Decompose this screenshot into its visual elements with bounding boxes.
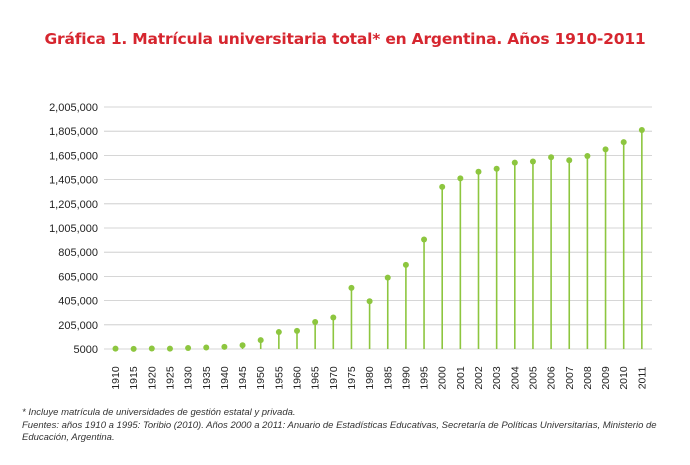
data-point-1995 xyxy=(421,236,428,243)
y-tick-label: 1,005,000 xyxy=(49,223,98,235)
footnote-sources: Fuentes: años 1910 a 1995: Toribio (2010… xyxy=(22,419,657,431)
data-point-2009 xyxy=(602,146,609,153)
x-tick-label: 1920 xyxy=(146,366,158,390)
data-point-1930 xyxy=(185,345,192,352)
x-tick-label: 2003 xyxy=(491,366,503,390)
data-point-1960 xyxy=(294,327,300,334)
x-tick-label: 1950 xyxy=(255,366,267,390)
data-point-2002 xyxy=(475,168,482,175)
x-tick-label: 2006 xyxy=(546,366,558,390)
x-tick-label: 1980 xyxy=(364,366,376,390)
data-point-2011 xyxy=(638,126,645,133)
data-point-1970 xyxy=(330,314,337,321)
data-point-1935 xyxy=(203,344,210,351)
x-tick-label: 1995 xyxy=(419,366,431,390)
x-tick-label: 2005 xyxy=(527,366,539,390)
data-point-1920 xyxy=(148,345,155,352)
x-tick-label: 1990 xyxy=(400,366,412,390)
data-point-2001 xyxy=(457,175,464,182)
x-tick-label: 1945 xyxy=(237,366,249,390)
y-tick-label: 2,005,000 xyxy=(49,102,98,114)
data-point-1985 xyxy=(384,274,391,281)
y-axis-tick-labels: 2,005,000 1,805,000 1,605,000 1,405,000 1,20… xyxy=(49,102,98,356)
y-tick-label: 205,000 xyxy=(58,320,98,332)
data-point-1945 xyxy=(239,342,246,349)
footnote: * Incluye matrícula de universidades de … xyxy=(22,407,672,445)
x-tick-label: 2011 xyxy=(636,367,648,390)
data-point-1915 xyxy=(130,345,137,352)
data-point-1980 xyxy=(366,298,373,305)
data-point-1965 xyxy=(312,319,319,326)
data-point-2007 xyxy=(566,157,573,164)
x-tick-label: 2002 xyxy=(473,366,485,390)
data-point-1955 xyxy=(275,329,282,336)
x-tick-label: 1955 xyxy=(273,366,285,390)
x-tick-label: 2000 xyxy=(437,366,449,390)
y-tick-label: 1,605,000 xyxy=(49,150,98,162)
data-point-2005 xyxy=(529,158,536,165)
x-tick-label: 2008 xyxy=(582,366,594,390)
chart-title: Gráfica 1. Matrícula universitaria total… xyxy=(44,30,646,48)
x-tick-label: 2004 xyxy=(509,366,521,390)
y-tick-label: 605,000 xyxy=(58,271,98,283)
x-tick-label: 1940 xyxy=(219,366,231,390)
data-point-2000 xyxy=(439,183,446,190)
grid-lines xyxy=(104,106,652,350)
footnote-sources-cont: Educación, Argentina. xyxy=(22,432,115,443)
x-tick-label: 1915 xyxy=(128,366,140,390)
x-tick-label: 2009 xyxy=(600,366,612,390)
data-point-1990 xyxy=(402,261,409,268)
x-tick-label: 2001 xyxy=(455,366,467,390)
x-axis-tick-labels: 1910 1915 1920 1925 1930 1935 1940 1945 1950 1955… xyxy=(110,366,648,390)
x-tick-label: 1975 xyxy=(346,366,358,390)
data-point-2008 xyxy=(584,153,591,160)
x-tick-label: 1925 xyxy=(164,366,176,390)
x-tick-label: 2007 xyxy=(564,366,576,390)
data-series xyxy=(112,126,645,352)
x-tick-label: 1960 xyxy=(292,366,304,390)
y-tick-label: 805,000 xyxy=(58,247,98,259)
data-point-1940 xyxy=(221,343,228,350)
data-point-1925 xyxy=(166,345,173,352)
x-tick-label: 1970 xyxy=(328,366,340,390)
x-tick-label: 1965 xyxy=(310,366,322,390)
y-tick-label: 1,805,000 xyxy=(49,126,98,138)
footnote-note: * Incluye matrícula de universidades de … xyxy=(22,407,296,418)
y-tick-label: 405,000 xyxy=(58,296,98,308)
data-point-2006 xyxy=(548,154,555,161)
data-point-2004 xyxy=(511,159,518,166)
x-tick-label: 2010 xyxy=(618,366,630,390)
data-point-2003 xyxy=(493,165,500,172)
x-tick-label: 1985 xyxy=(382,366,394,390)
x-tick-label: 1935 xyxy=(201,366,213,390)
y-tick-label: 1,205,000 xyxy=(49,199,98,211)
y-tick-label: 1,405,000 xyxy=(49,175,98,187)
x-tick-label: 1930 xyxy=(183,366,195,390)
data-point-1950 xyxy=(257,337,264,344)
data-point-1975 xyxy=(348,284,355,291)
data-point-1910 xyxy=(112,345,119,352)
data-point-2010 xyxy=(620,139,627,146)
y-tick-label: 5000 xyxy=(74,344,98,356)
x-tick-label: 1910 xyxy=(110,366,122,390)
